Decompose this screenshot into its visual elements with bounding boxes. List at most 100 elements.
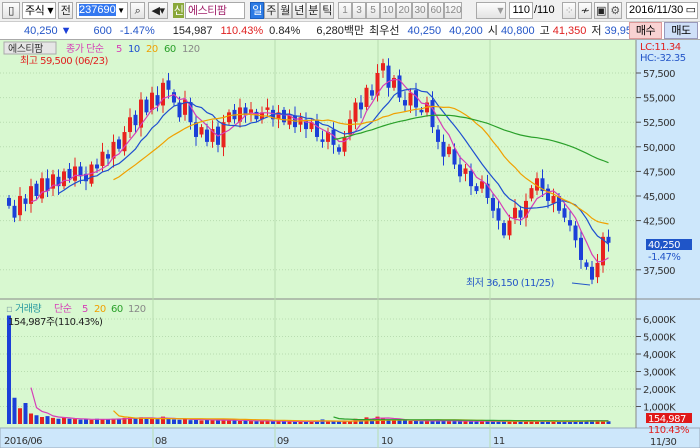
volume-bar (458, 421, 462, 424)
period-button-0[interactable]: 일 (250, 2, 264, 19)
crosshair-icon[interactable]: ⁘ (562, 2, 576, 19)
interval-button-3[interactable]: 3 (352, 2, 366, 19)
date-input[interactable]: 2016/11/30 ▭ (626, 2, 698, 19)
volume-bar (540, 421, 545, 424)
blank-select[interactable]: ▼ (476, 2, 506, 19)
candle (139, 99, 143, 128)
search-icon[interactable]: ⌕ (130, 2, 145, 19)
market-select[interactable]: 주식 ▼ (22, 2, 56, 19)
save-icon[interactable]: ▣ (594, 2, 608, 19)
volume-bar (78, 419, 83, 424)
period-button-1[interactable]: 주 (264, 2, 278, 19)
chevron-down-icon: ▼ (117, 6, 125, 15)
volume-bar (205, 419, 209, 424)
candle (161, 82, 165, 106)
volume-bar (551, 421, 556, 424)
candle (67, 168, 72, 179)
volume-bar (491, 421, 495, 424)
candle (188, 102, 193, 123)
volume-bar (271, 421, 275, 424)
candle (474, 186, 479, 192)
volume-bar (133, 418, 138, 424)
volume-bar (232, 420, 237, 424)
volume-bar (260, 420, 264, 424)
window-menu-icon[interactable]: ▯ (2, 2, 20, 19)
candle (309, 122, 314, 130)
price-tick-label: 42,500 (643, 217, 675, 228)
volume-bar (403, 420, 407, 424)
stock-name-field[interactable]: 에스티팜 (185, 2, 245, 19)
volume-bar (84, 419, 88, 424)
candle (557, 196, 561, 211)
volume-summary: 154,987주(110.43%) (8, 317, 103, 328)
volume-bar (568, 421, 572, 424)
sell-button[interactable]: 매도 (664, 22, 698, 39)
volume-bar (370, 418, 374, 424)
candle (95, 164, 99, 169)
interval-button-5[interactable]: 5 (366, 2, 380, 19)
volume-bar (579, 420, 583, 424)
candle (568, 220, 572, 226)
volume-bar (386, 419, 391, 424)
interval-button-20[interactable]: 20 (396, 2, 412, 19)
stock-chart[interactable]: 57,500 55,000 52,500 50,000 47,500 45,000 42,5… (0, 40, 700, 448)
count-input[interactable]: 110 (509, 2, 533, 19)
candle (579, 237, 583, 260)
volume-bar (485, 421, 490, 424)
volume-bar (513, 421, 517, 424)
volume-bar (117, 419, 121, 424)
volume-bar (397, 420, 402, 424)
interval-button-120[interactable]: 120 (444, 2, 462, 19)
date-input-value: 2016/11/30 (629, 4, 684, 16)
candle (56, 176, 61, 187)
volume-bar (23, 403, 28, 424)
candle (507, 220, 512, 236)
period-button-4[interactable]: 분 (306, 2, 320, 19)
code-input[interactable]: 237690 ▼ (76, 2, 128, 19)
interval-button-1[interactable]: 1 (338, 2, 352, 19)
volume-bar (216, 420, 220, 424)
price-tick-label: 45,000 (643, 192, 675, 203)
trend-add-icon[interactable]: ≁ (578, 2, 592, 19)
volume-bar (238, 420, 242, 424)
plot-background (0, 40, 636, 428)
vma120-legend: 120 (128, 304, 146, 315)
current-pct-tag: -1.47% (648, 252, 680, 263)
volume-bar (194, 419, 198, 424)
period-button-2[interactable]: 월 (278, 2, 292, 19)
candle (403, 100, 407, 106)
candle (122, 132, 127, 152)
volume-bar (144, 418, 149, 424)
candle (7, 197, 11, 206)
candle (601, 236, 605, 266)
candle (370, 90, 374, 96)
period-button-3[interactable]: 년 (292, 2, 306, 19)
open-price: 40,800 (500, 25, 535, 37)
candle (78, 166, 83, 177)
volume-bar (573, 421, 578, 424)
interval-button-10[interactable]: 10 (380, 2, 396, 19)
listing-badge: 신 (173, 3, 184, 18)
price-tick-label: 47,500 (643, 167, 675, 178)
volume-bar (111, 418, 116, 424)
period-button-5[interactable]: 틱 (320, 2, 334, 19)
date-axis (0, 427, 700, 448)
candle (106, 154, 110, 159)
candle (254, 111, 259, 120)
volume-bar (40, 417, 44, 424)
interval-button-60[interactable]: 60 (428, 2, 444, 19)
gear-icon[interactable]: ⚙ (608, 2, 622, 19)
volume-bar (320, 419, 325, 424)
candle (84, 173, 88, 182)
volume-bar (529, 421, 534, 424)
speaker-icon[interactable]: ◀▾ (148, 2, 168, 19)
volume-bar (507, 421, 512, 424)
ma120-legend: 120 (182, 44, 200, 55)
volume-bar (469, 421, 473, 424)
current-price-tag (646, 239, 692, 250)
interval-button-30[interactable]: 30 (412, 2, 428, 19)
prev-button[interactable]: 전 (58, 2, 73, 19)
candle (529, 188, 534, 199)
volume-bar (348, 420, 352, 424)
buy-button[interactable]: 매수 (629, 22, 662, 39)
